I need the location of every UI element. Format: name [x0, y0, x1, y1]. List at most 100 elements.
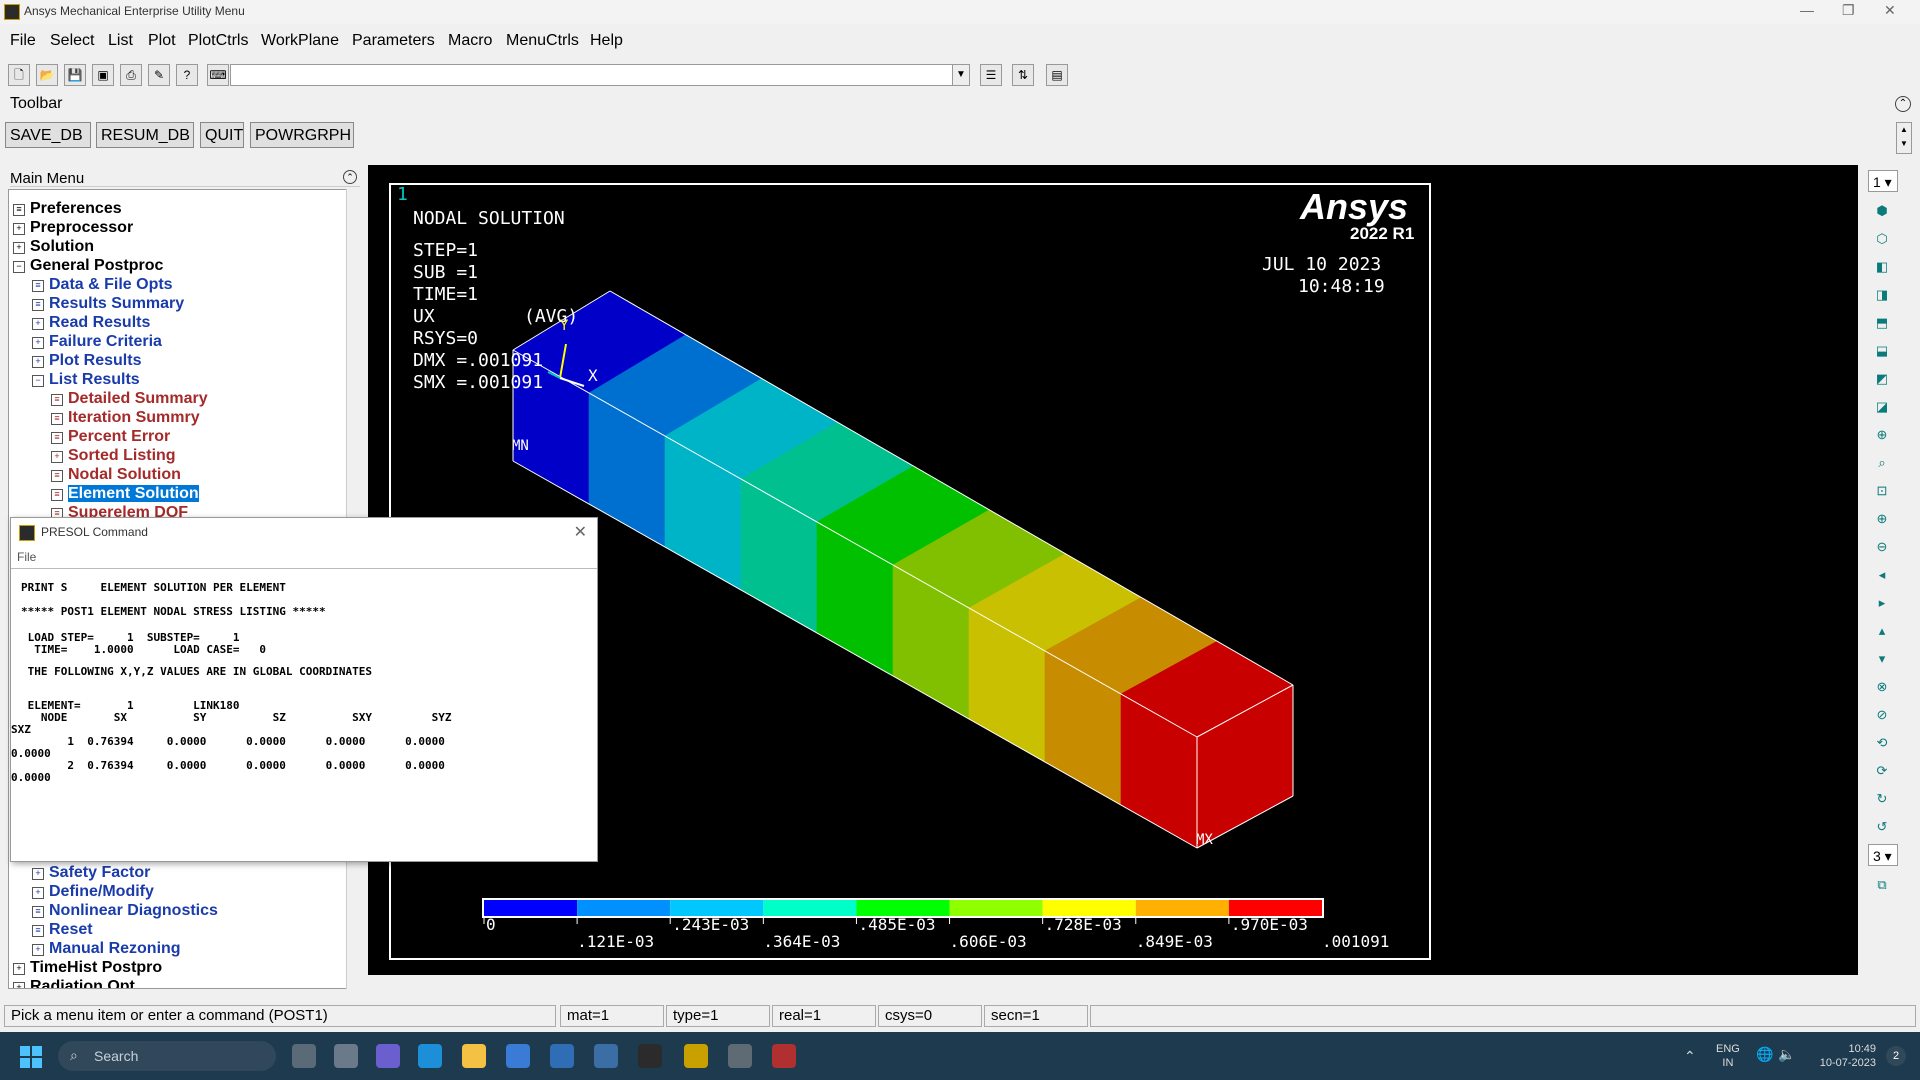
open-folder-icon[interactable]: 📂 [36, 64, 58, 86]
ansys-launcher-icon[interactable] [684, 1044, 708, 1068]
oblique-view-icon[interactable]: ⬡ [1876, 231, 1888, 246]
volume-icon[interactable]: 🔈 [1778, 1046, 1796, 1062]
menu-item-percent-error[interactable]: ≡ Percent Error [51, 428, 170, 446]
edit-icon[interactable]: ✎ [148, 64, 170, 86]
collapse-toolbar-icon[interactable]: ⌃ [1895, 96, 1911, 112]
pan-left-icon[interactable]: ◂ [1878, 567, 1886, 582]
toolbar-scroll[interactable]: ▲ ▼ [1896, 122, 1912, 154]
zoom-out-icon[interactable]: ⊖ [1876, 539, 1888, 554]
menu-parameters[interactable]: Parameters [352, 32, 435, 49]
menu-item-read-results[interactable]: + Read Results [32, 314, 150, 332]
box-zoom-icon[interactable]: ⊡ [1876, 483, 1888, 498]
lyx-icon[interactable] [550, 1044, 574, 1068]
menu-item-manual-rezoning[interactable]: + Manual Rezoning [32, 940, 181, 958]
ansys-apdl-icon[interactable] [772, 1044, 796, 1068]
graphics-window[interactable] [368, 165, 1858, 975]
hidden-line-icon[interactable]: ⧉ [1877, 877, 1887, 892]
menu-plotctrls[interactable]: PlotCtrls [188, 32, 249, 49]
pan-right-icon[interactable]: ▸ [1878, 595, 1886, 610]
rotate-y2-icon[interactable]: ⟳ [1876, 763, 1888, 778]
menu-item-list-results[interactable]: − List Results [32, 371, 140, 389]
windows-start-icon[interactable] [20, 1046, 42, 1068]
save-db-button[interactable]: SAVE_DB [5, 122, 91, 148]
menu-item-general-postproc[interactable]: − General Postproc [13, 257, 163, 275]
mail-icon[interactable] [594, 1044, 618, 1068]
rate-select[interactable]: 3 ▾ [1868, 844, 1898, 866]
menu-item-plot-results[interactable]: + Plot Results [32, 352, 141, 370]
menu-select[interactable]: Select [50, 32, 95, 49]
help-icon[interactable]: ? [176, 64, 198, 86]
teams-icon[interactable] [376, 1044, 400, 1068]
menu-item-define-modify[interactable]: + Define/Modify [32, 883, 154, 901]
print-icon[interactable]: ⎙ [120, 64, 142, 86]
save-icon[interactable]: 💾 [64, 64, 86, 86]
rotate-y-icon[interactable]: ⟲ [1876, 735, 1888, 750]
left-view-icon[interactable]: ◩ [1875, 371, 1889, 386]
calculator-icon[interactable] [728, 1044, 752, 1068]
reset-picking-icon[interactable]: ▤ [1046, 64, 1068, 86]
chevron-down-icon[interactable]: ▼ [952, 65, 969, 85]
menu-list[interactable]: List [108, 32, 133, 49]
menu-item-detailed-summary[interactable]: ≡ Detailed Summary [51, 390, 208, 408]
collapse-main-menu-icon[interactable]: ⌃ [343, 170, 357, 184]
pan-down-icon[interactable]: ▾ [1878, 651, 1886, 666]
menu-item-timehist-postpro[interactable]: + TimeHist Postpro [13, 959, 162, 977]
menu-item-radiation-opt[interactable]: + Radiation Opt [13, 978, 135, 988]
fit-view-icon[interactable]: ⊕ [1876, 427, 1888, 442]
raise-hidden-icon[interactable]: ⇅ [1012, 64, 1034, 86]
menu-item-nonlinear-diagnostics[interactable]: ≡ Nonlinear Diagnostics [32, 902, 218, 920]
taskbar-search[interactable]: ⌕ Search [58, 1041, 276, 1071]
menu-item-data-file-opts[interactable]: ≡ Data & File Opts [32, 276, 173, 294]
menu-macro[interactable]: Macro [448, 32, 493, 49]
rotate-z2-icon[interactable]: ↺ [1876, 819, 1888, 834]
maximize-icon[interactable]: ❐ [1842, 2, 1855, 18]
window-select[interactable]: 1 ▾ [1868, 170, 1898, 192]
menu-item-failure-criteria[interactable]: + Failure Criteria [32, 333, 162, 351]
menu-item-safety-factor[interactable]: + Safety Factor [32, 864, 150, 882]
menu-menuctrls[interactable]: MenuCtrls [506, 32, 579, 49]
command-input[interactable]: ▼ [230, 64, 970, 86]
close-icon[interactable]: ✕ [573, 524, 587, 541]
report-icon[interactable]: ▣ [92, 64, 114, 86]
top-view-icon[interactable]: ⬒ [1875, 315, 1889, 330]
store-icon[interactable] [506, 1044, 530, 1068]
menu-item-preprocessor[interactable]: + Preprocessor [13, 219, 133, 237]
powrgrph-button[interactable]: POWRGRPH [250, 122, 354, 148]
quit-button[interactable]: QUIT [200, 122, 244, 148]
clock[interactable]: 10:49 10-07-2023 [1812, 1042, 1876, 1070]
menu-item-iteration-summry[interactable]: ≡ Iteration Summry [51, 409, 200, 427]
menu-item-element-solution[interactable]: ≡ Element Solution [51, 485, 199, 503]
menu-item-results-summary[interactable]: ≡ Results Summary [32, 295, 184, 313]
menu-plot[interactable]: Plot [148, 32, 176, 49]
front-view-icon[interactable]: ◧ [1875, 259, 1889, 274]
rotate-x2-icon[interactable]: ⊘ [1876, 707, 1888, 722]
minimize-icon[interactable]: — [1800, 2, 1814, 18]
resum-db-button[interactable]: RESUM_DB [96, 122, 194, 148]
menu-item-superelem-dof[interactable]: ≡ Superelem DOF [51, 504, 188, 522]
bottom-view-icon[interactable]: ⬓ [1875, 343, 1889, 358]
zoom-in-icon[interactable]: ⊕ [1876, 511, 1888, 526]
edge-icon[interactable] [418, 1044, 442, 1068]
rotate-z-icon[interactable]: ↻ [1876, 791, 1888, 806]
toolbar-edit-icon[interactable]: ☰ [980, 64, 1002, 86]
new-file-icon[interactable]: 🗋 [8, 64, 30, 86]
keyboard-icon[interactable]: ⌨ [207, 64, 229, 86]
tray-chevron-icon[interactable]: ⌃ [1684, 1048, 1696, 1064]
right-view-icon[interactable]: ◪ [1875, 399, 1889, 414]
zoom-icon[interactable]: ⌕ [1878, 455, 1886, 470]
iso-view-icon[interactable]: ⬢ [1876, 203, 1888, 218]
menu-file[interactable]: File [10, 32, 36, 49]
menu-item-solution[interactable]: + Solution [13, 238, 94, 256]
rotate-x-icon[interactable]: ⊗ [1876, 679, 1888, 694]
network-icon[interactable]: 🌐 [1756, 1046, 1774, 1062]
terminal-icon[interactable] [638, 1044, 662, 1068]
task-view-icon[interactable] [292, 1044, 316, 1068]
presol-file-menu[interactable]: File [17, 550, 37, 564]
language-indicator[interactable]: ENG IN [1716, 1042, 1740, 1070]
close-icon[interactable]: ✕ [1884, 2, 1896, 18]
menu-help[interactable]: Help [590, 32, 623, 49]
notification-badge[interactable]: 2 [1886, 1046, 1906, 1066]
menu-item-nodal-solution[interactable]: ≡ Nodal Solution [51, 466, 181, 484]
menu-item-reset[interactable]: ≡ Reset [32, 921, 93, 939]
menu-workplane[interactable]: WorkPlane [261, 32, 339, 49]
